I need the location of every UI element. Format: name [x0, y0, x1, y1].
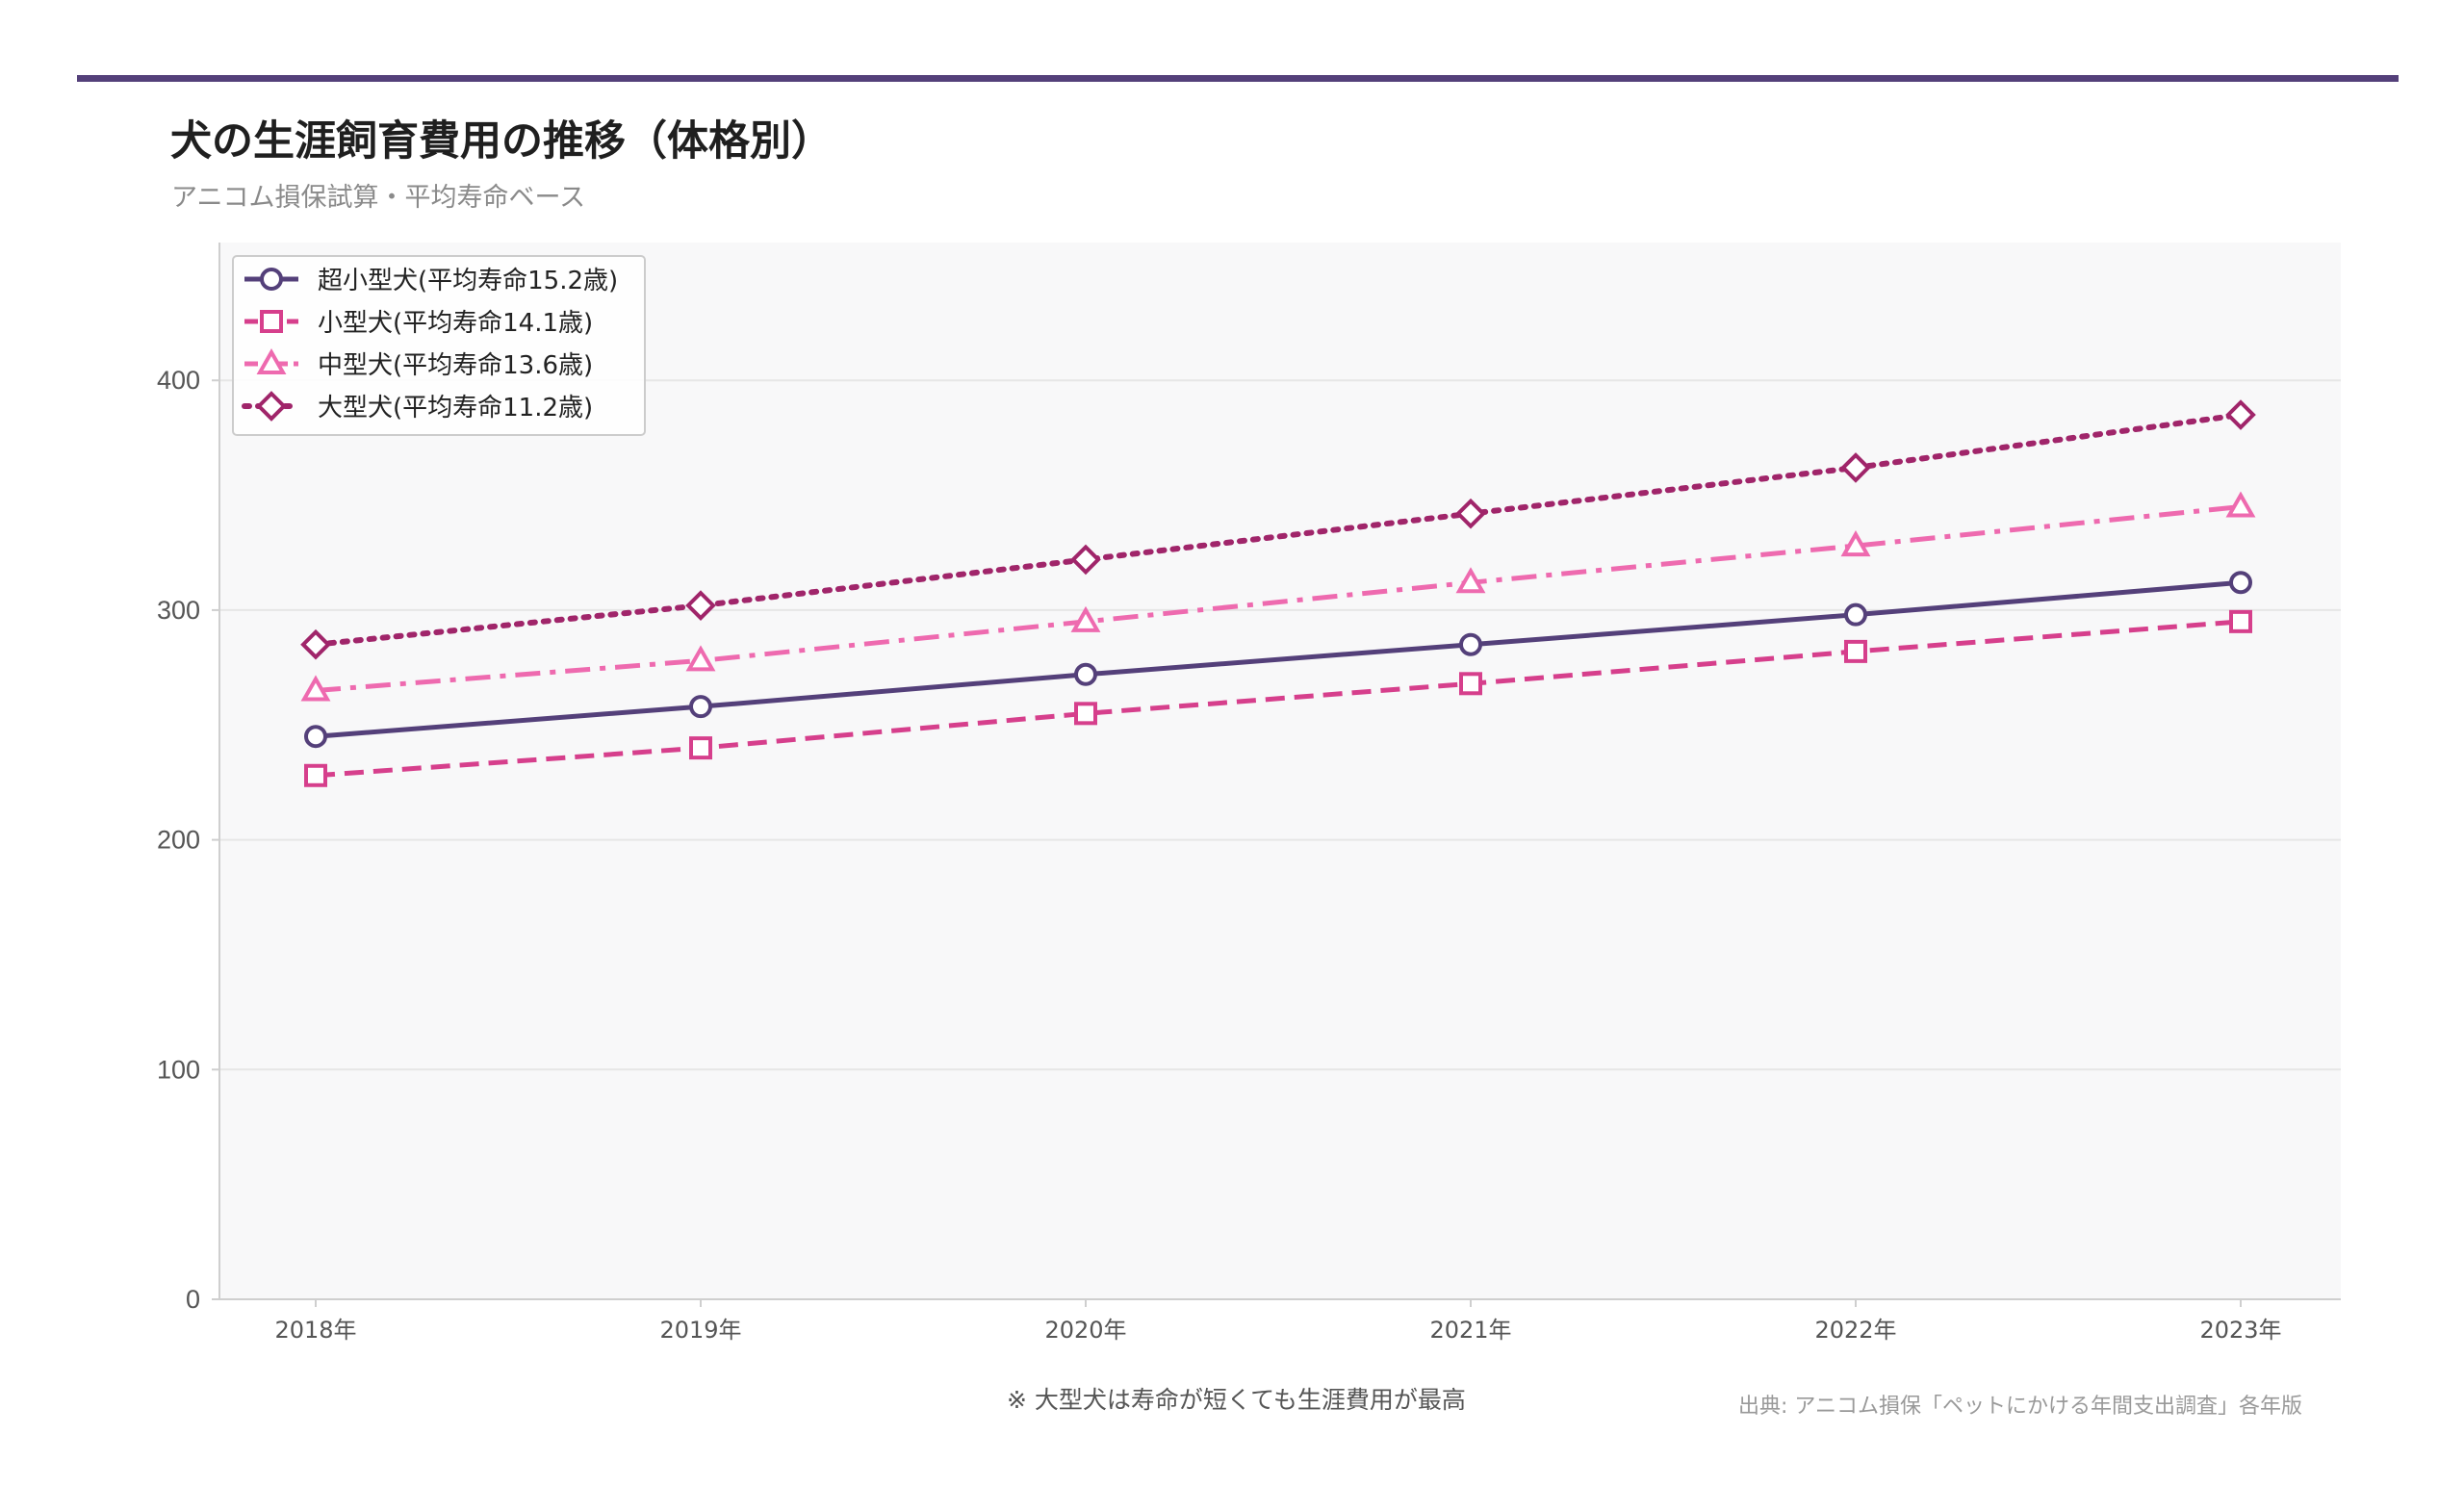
y-tick-label-200: 200 — [157, 826, 200, 855]
legend-marker-0 — [260, 268, 283, 291]
legend-marker-2 — [256, 347, 287, 374]
legend: 超小型犬(平均寿命15.2歳) 小型犬(平均寿命14.1歳) 中型犬(平均寿命13.… — [232, 255, 646, 436]
x-tick-label-5: 2023年 — [2199, 1317, 2281, 1344]
data-point-3-4 — [1840, 452, 1871, 483]
data-point-0-1 — [689, 695, 712, 719]
x-tick-label-0: 2018年 — [274, 1317, 356, 1344]
data-point-1-2 — [1074, 702, 1097, 726]
series-3 — [300, 399, 2256, 660]
source-credit: 出典: アニコム損保「ペットにかける年間支出調査」各年版 — [1738, 1395, 2302, 1419]
x-tick-label-1: 2019年 — [659, 1317, 741, 1344]
y-tick-label-400: 400 — [157, 366, 200, 395]
data-point-2-3 — [1455, 567, 1486, 594]
x-axis-ticks: 2018年 2019年 2020年 2021年 2022年 2023年 — [274, 1299, 2282, 1344]
legend-label-2: 中型犬(平均寿命13.6歳) — [318, 351, 593, 380]
y-tick-label-100: 100 — [157, 1055, 200, 1084]
data-point-2-1 — [685, 645, 716, 672]
series-0 — [304, 571, 2252, 749]
data-point-2-5 — [2225, 491, 2256, 518]
data-point-1-1 — [689, 736, 712, 760]
y-tick-label-0: 0 — [186, 1285, 200, 1314]
data-point-0-2 — [1074, 662, 1097, 686]
accent-bar — [77, 75, 2399, 82]
legend-item-1: 小型犬(平均寿命14.1歳) — [244, 309, 593, 338]
series-line-3 — [313, 412, 2244, 648]
series-line-2 — [315, 504, 2242, 693]
legend-marker-1 — [260, 310, 283, 333]
data-point-2-2 — [1070, 605, 1101, 632]
legend-label-1: 小型犬(平均寿命14.1歳) — [318, 309, 593, 338]
data-point-0-0 — [304, 725, 327, 749]
series-2 — [300, 491, 2256, 702]
data-point-1-5 — [2229, 609, 2252, 633]
data-point-3-3 — [1455, 498, 1486, 529]
series-line-1 — [315, 619, 2242, 779]
series-1 — [304, 609, 2252, 787]
data-point-3-0 — [300, 628, 331, 660]
legend-marker-3 — [256, 391, 287, 422]
x-tick-label-2: 2020年 — [1044, 1317, 1126, 1344]
footnote: ※ 大型犬は寿命が短くても生涯費用が最高 — [1007, 1386, 1466, 1414]
legend-item-2: 中型犬(平均寿命13.6歳) — [244, 347, 593, 380]
data-point-2-0 — [300, 675, 331, 702]
data-point-3-5 — [2225, 399, 2256, 430]
y-tick-label-300: 300 — [157, 596, 200, 625]
chart-title: 犬の生涯飼育費用の推移（体格別） — [170, 117, 833, 166]
x-tick-label-3: 2021年 — [1429, 1317, 1511, 1344]
data-point-1-3 — [1459, 672, 1482, 696]
data-point-0-5 — [2229, 571, 2252, 595]
x-tick-label-4: 2022年 — [1814, 1317, 1896, 1344]
data-point-0-3 — [1459, 632, 1482, 656]
data-point-1-0 — [304, 763, 327, 787]
data-point-0-4 — [1844, 602, 1867, 627]
data-point-3-2 — [1070, 544, 1101, 576]
series-line-0 — [315, 579, 2242, 739]
chart-subtitle: アニコム損保試算・平均寿命ベース — [171, 183, 586, 213]
legend-label-0: 超小型犬(平均寿命15.2歳) — [318, 267, 618, 295]
data-point-1-4 — [1844, 639, 1867, 663]
y-axis-ticks: 0 100 200 300 400 — [157, 366, 219, 1314]
data-point-2-4 — [1840, 530, 1871, 557]
series-group — [300, 399, 2256, 787]
legend-box — [232, 255, 646, 436]
data-point-3-1 — [685, 590, 716, 621]
legend-item-0: 超小型犬(平均寿命15.2歳) — [244, 267, 618, 295]
legend-item-3: 大型犬(平均寿命11.2歳) — [242, 391, 593, 423]
legend-label-3: 大型犬(平均寿命11.2歳) — [318, 394, 593, 423]
